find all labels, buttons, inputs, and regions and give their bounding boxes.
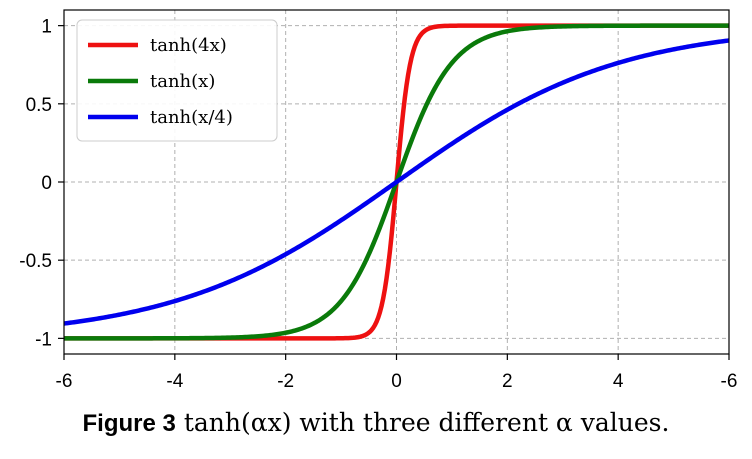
- x-tick-label: 4: [613, 371, 624, 392]
- y-tick-label: -1: [35, 329, 52, 350]
- x-tick-label: 0: [391, 371, 402, 392]
- legend-label: tanh(4x): [150, 35, 227, 56]
- x-tick-label: -2: [277, 371, 294, 392]
- legend-label: tanh(x): [150, 71, 215, 92]
- caption-text: tanh(αx) with three different α values.: [183, 408, 670, 437]
- x-tick-label: -6: [721, 371, 738, 392]
- figure-label: Figure 3: [82, 410, 176, 437]
- figure-caption: Figure 3 tanh(αx) with three different α…: [0, 408, 752, 438]
- legend-box: [76, 19, 278, 142]
- y-tick-label: 0.5: [26, 95, 52, 116]
- legend-label: tanh(x/4): [150, 107, 233, 128]
- series-line: [63, 38, 730, 326]
- legend: tanh(4x) tanh(x) tanh(x/4): [76, 19, 278, 142]
- axis-ticks: -6 -4 -2 0 2 4 -6 1 0.5 0 -0.5 -1: [19, 17, 737, 392]
- series-lines: [63, 23, 730, 341]
- x-tick-label: 2: [502, 371, 513, 392]
- y-tick-label: 1: [41, 17, 52, 38]
- x-tick-label: -6: [56, 371, 73, 392]
- y-tick-label: -0.5: [19, 251, 52, 272]
- y-tick-label: 0: [41, 173, 52, 194]
- x-tick-label: -4: [166, 371, 183, 392]
